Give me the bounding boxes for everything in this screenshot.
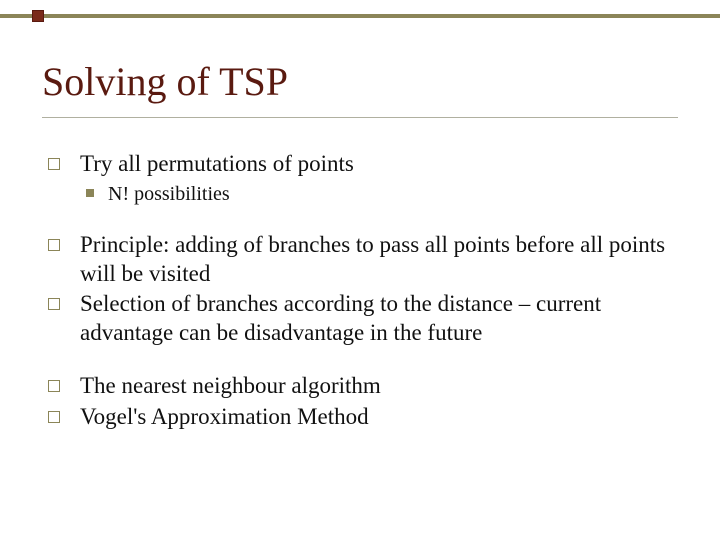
square-bullet-icon xyxy=(48,411,60,423)
content-region: Try all permutations of points N! possib… xyxy=(48,150,678,433)
bullet-text: Vogel's Approximation Method xyxy=(80,403,369,432)
top-bar xyxy=(0,14,720,18)
square-bullet-icon xyxy=(48,380,60,392)
bullet-text: Principle: adding of branches to pass al… xyxy=(80,231,678,289)
sub-bullet-item: N! possibilities xyxy=(86,181,678,207)
top-accent-square xyxy=(32,10,44,22)
slide-title: Solving of TSP xyxy=(42,58,678,113)
sub-bullet-icon xyxy=(86,189,94,197)
bullet-item: Principle: adding of branches to pass al… xyxy=(48,231,678,289)
spacer xyxy=(48,209,678,231)
square-bullet-icon xyxy=(48,239,60,251)
bullet-text: Selection of branches according to the d… xyxy=(80,290,678,348)
bullet-item: Try all permutations of points xyxy=(48,150,678,179)
square-bullet-icon xyxy=(48,158,60,170)
title-region: Solving of TSP xyxy=(42,58,678,118)
bullet-text: Try all permutations of points xyxy=(80,150,354,179)
bullet-item: Vogel's Approximation Method xyxy=(48,403,678,432)
spacer xyxy=(48,350,678,372)
square-bullet-icon xyxy=(48,298,60,310)
bullet-item: Selection of branches according to the d… xyxy=(48,290,678,348)
title-underline xyxy=(42,117,678,118)
sub-bullet-text: N! possibilities xyxy=(108,181,230,207)
bullet-item: The nearest neighbour algorithm xyxy=(48,372,678,401)
bullet-text: The nearest neighbour algorithm xyxy=(80,372,381,401)
